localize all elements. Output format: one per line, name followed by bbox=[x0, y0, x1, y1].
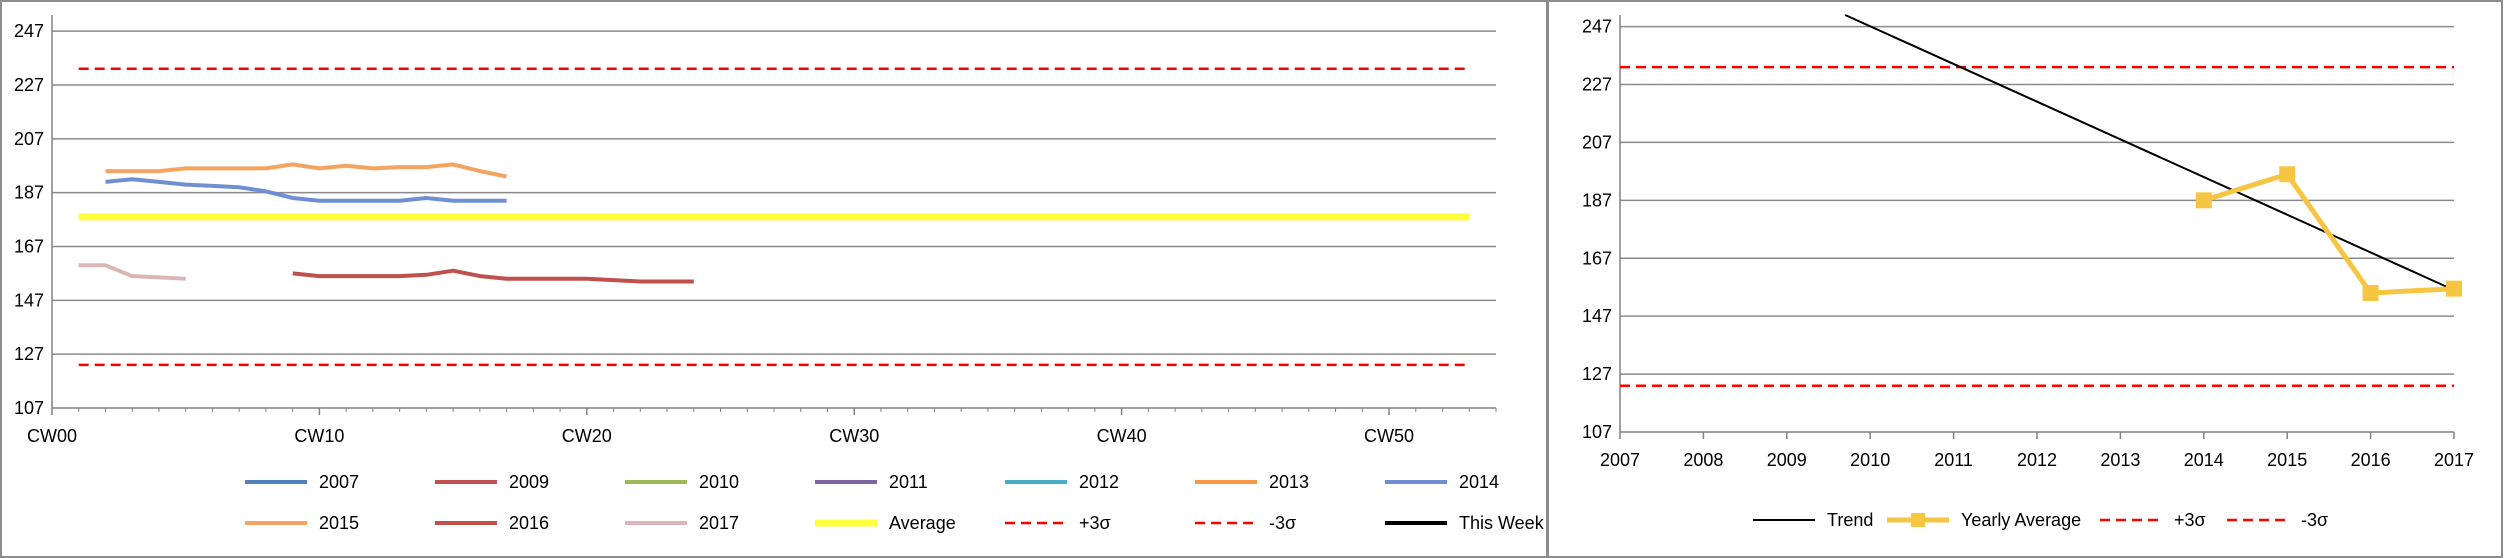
data-point-yearly-average bbox=[2195, 192, 2212, 209]
legend-label-2011: 2011 bbox=[889, 472, 928, 492]
series-line-trend bbox=[1844, 14, 2455, 292]
x-tick-label: CW00 bbox=[27, 426, 77, 446]
y-tick-label: 107 bbox=[14, 398, 44, 418]
yearly-chart: 107 127 147 167 187 207 227 247 2007 2008 2009 2010… bbox=[1582, 14, 2474, 530]
data-point-yearly-average bbox=[2362, 285, 2379, 301]
x-tick-label: 2014 bbox=[2184, 450, 2224, 470]
legend-label-trend: Trend bbox=[1827, 510, 1873, 530]
legend-label-2013: 2013 bbox=[1269, 472, 1309, 492]
y-tick-label: 127 bbox=[1582, 364, 1612, 384]
series-line-yearly-average bbox=[2203, 171, 2455, 296]
x-tick-label: CW30 bbox=[829, 426, 879, 446]
x-tick-label: 2012 bbox=[2017, 450, 2057, 470]
y-tick-label: 207 bbox=[1582, 132, 1612, 152]
y-tick-label: 147 bbox=[14, 290, 44, 310]
legend-label-minus-3-sigma: -3σ bbox=[2301, 510, 2328, 530]
series-line-2016 bbox=[292, 268, 694, 284]
y-tick-label: 167 bbox=[14, 236, 44, 256]
x-tick-label: CW10 bbox=[294, 426, 344, 446]
legend-label-2012: 2012 bbox=[1079, 472, 1119, 492]
legend-label-2015: 2015 bbox=[319, 513, 359, 533]
y-tick-label: 187 bbox=[14, 183, 44, 203]
legend-label-this-week: This Week bbox=[1459, 513, 1545, 533]
x-tick-label: 2010 bbox=[1850, 450, 1890, 470]
left-panel-frame bbox=[0, 0, 1548, 558]
y-tick-label: 187 bbox=[1582, 190, 1612, 210]
x-tick-label: CW50 bbox=[1364, 426, 1414, 446]
legend-label-2014: 2014 bbox=[1459, 472, 1499, 492]
legend-marker-yearly-average bbox=[1911, 513, 1925, 527]
y-tick-label: 247 bbox=[1582, 17, 1612, 37]
y-tick-label: 107 bbox=[1582, 422, 1612, 442]
data-point-yearly-average bbox=[2446, 280, 2462, 297]
x-tick-label: 2009 bbox=[1767, 450, 1807, 470]
weekly-chart: 107 127 147 167 187 207 227 247 CW00 CW10 CW20 CW30… bbox=[14, 15, 1545, 533]
x-tick-label: 2013 bbox=[2100, 450, 2140, 470]
legend-label-plusminus-3-sigma: +3σ bbox=[1079, 513, 1111, 533]
x-tick-label: 2011 bbox=[1934, 450, 1973, 470]
x-tick-label: CW40 bbox=[1097, 426, 1147, 446]
right-panel-frame bbox=[1547, 0, 2503, 558]
legend-label-plusminus-3-sigma: +3σ bbox=[2174, 510, 2206, 530]
y-tick-label: 227 bbox=[14, 75, 44, 95]
legend-label-2007: 2007 bbox=[319, 472, 359, 492]
x-tick-label: 2015 bbox=[2267, 450, 2307, 470]
legend-label-yearly-average: Yearly Average bbox=[1961, 510, 2081, 530]
y-tick-label: 227 bbox=[1582, 75, 1612, 95]
legend-label-2016: 2016 bbox=[509, 513, 549, 533]
legend-label-2017: 2017 bbox=[699, 513, 739, 533]
series-line-2017 bbox=[78, 263, 186, 281]
series-line-2014 bbox=[105, 177, 507, 203]
y-tick-label: 207 bbox=[14, 129, 44, 149]
legend-label-average: Average bbox=[889, 513, 956, 533]
x-tick-label: 2008 bbox=[1683, 450, 1723, 470]
x-tick-label: 2016 bbox=[2351, 450, 2391, 470]
y-tick-label: 247 bbox=[14, 21, 44, 41]
data-point-yearly-average bbox=[2279, 166, 2296, 183]
x-tick-label: 2007 bbox=[1600, 450, 1640, 470]
y-tick-label: 167 bbox=[1582, 248, 1612, 268]
x-tick-label: CW20 bbox=[562, 426, 612, 446]
legend-label-minus-3-sigma: -3σ bbox=[1269, 513, 1296, 533]
legend-label-2010: 2010 bbox=[699, 472, 739, 492]
series-line-2015 bbox=[105, 162, 507, 179]
y-tick-label: 147 bbox=[1582, 306, 1612, 326]
y-tick-label: 127 bbox=[14, 344, 44, 364]
x-tick-label: 2017 bbox=[2434, 450, 2474, 470]
legend-label-2009: 2009 bbox=[509, 472, 549, 492]
